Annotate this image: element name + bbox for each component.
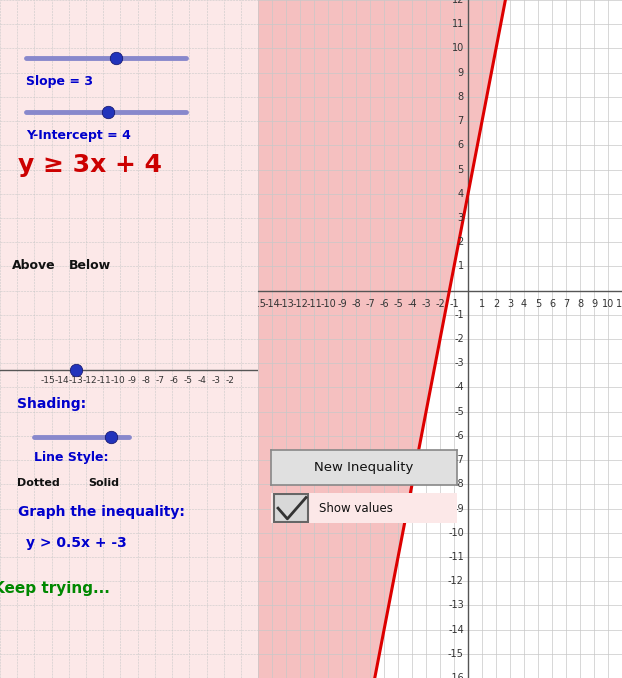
Text: 8: 8 — [458, 92, 464, 102]
Text: -9: -9 — [128, 376, 137, 385]
Text: 7: 7 — [458, 116, 464, 126]
Text: Graph the inequality:: Graph the inequality: — [18, 505, 185, 519]
Text: -7: -7 — [454, 455, 464, 465]
Text: -14: -14 — [55, 376, 70, 385]
Text: -1: -1 — [449, 299, 459, 309]
Text: 9: 9 — [458, 68, 464, 78]
Text: -4: -4 — [407, 299, 417, 309]
Text: -3: -3 — [211, 376, 221, 385]
Text: 6: 6 — [549, 299, 555, 309]
Text: Below: Below — [69, 259, 111, 272]
Text: -16: -16 — [448, 673, 464, 678]
Text: 2: 2 — [458, 237, 464, 247]
Text: -5: -5 — [393, 299, 403, 309]
Text: -4: -4 — [198, 376, 207, 385]
Text: -14: -14 — [264, 299, 280, 309]
Text: Dotted: Dotted — [17, 478, 60, 488]
Text: y ≥ 3x + 4: y ≥ 3x + 4 — [18, 153, 162, 176]
Text: Line Style:: Line Style: — [34, 451, 108, 464]
Text: 2: 2 — [493, 299, 499, 309]
Text: 4: 4 — [521, 299, 527, 309]
Text: -2: -2 — [226, 376, 234, 385]
Text: -13: -13 — [448, 600, 464, 610]
Text: Shading:: Shading: — [17, 397, 86, 411]
Text: -6: -6 — [379, 299, 389, 309]
Text: Above: Above — [12, 259, 55, 272]
FancyBboxPatch shape — [274, 494, 308, 522]
Text: 1: 1 — [479, 299, 485, 309]
Text: 11: 11 — [616, 299, 622, 309]
Text: -15: -15 — [448, 649, 464, 659]
Text: 8: 8 — [577, 299, 583, 309]
Text: 7: 7 — [563, 299, 569, 309]
Text: -12: -12 — [292, 299, 308, 309]
Text: -5: -5 — [454, 407, 464, 417]
Text: -2: -2 — [435, 299, 445, 309]
Text: y > 0.5x + -3: y > 0.5x + -3 — [26, 536, 126, 550]
Text: -4: -4 — [454, 382, 464, 393]
Text: -10: -10 — [448, 527, 464, 538]
Text: 4: 4 — [458, 188, 464, 199]
Text: 1: 1 — [458, 261, 464, 271]
Text: Y-Intercept = 4: Y-Intercept = 4 — [26, 129, 131, 142]
Text: -9: -9 — [454, 504, 464, 513]
Text: -10: -10 — [111, 376, 126, 385]
Text: -12: -12 — [83, 376, 98, 385]
Text: 3: 3 — [458, 213, 464, 223]
Text: New Inequality: New Inequality — [314, 460, 414, 474]
Text: -11: -11 — [448, 552, 464, 562]
Text: 12: 12 — [452, 0, 464, 5]
Text: 10: 10 — [602, 299, 614, 309]
Text: -15: -15 — [41, 376, 55, 385]
Text: -7: -7 — [365, 299, 375, 309]
Text: -8: -8 — [351, 299, 361, 309]
Text: -11: -11 — [97, 376, 111, 385]
Text: Show values: Show values — [319, 502, 393, 515]
Text: -7: -7 — [156, 376, 165, 385]
Text: 6: 6 — [458, 140, 464, 151]
Text: Keep trying...: Keep trying... — [0, 581, 110, 596]
Text: -9: -9 — [337, 299, 347, 309]
Text: -6: -6 — [454, 431, 464, 441]
Text: -8: -8 — [142, 376, 151, 385]
Text: Solid: Solid — [88, 478, 119, 488]
Text: 5: 5 — [535, 299, 541, 309]
Text: -15: -15 — [250, 299, 266, 309]
Text: 3: 3 — [507, 299, 513, 309]
Text: -13: -13 — [278, 299, 294, 309]
Text: -2: -2 — [454, 334, 464, 344]
Text: 5: 5 — [458, 165, 464, 174]
Text: -10: -10 — [320, 299, 336, 309]
Text: -1: -1 — [454, 310, 464, 320]
Text: -8: -8 — [454, 479, 464, 490]
Text: -14: -14 — [448, 624, 464, 635]
Text: 11: 11 — [452, 19, 464, 29]
Text: 10: 10 — [452, 43, 464, 54]
Text: -3: -3 — [454, 358, 464, 368]
Text: -6: -6 — [170, 376, 179, 385]
Text: -5: -5 — [183, 376, 193, 385]
Text: -3: -3 — [421, 299, 431, 309]
Text: -11: -11 — [306, 299, 322, 309]
Text: -12: -12 — [448, 576, 464, 586]
Text: -13: -13 — [69, 376, 83, 385]
Text: Slope = 3: Slope = 3 — [26, 75, 93, 87]
Text: 9: 9 — [591, 299, 597, 309]
